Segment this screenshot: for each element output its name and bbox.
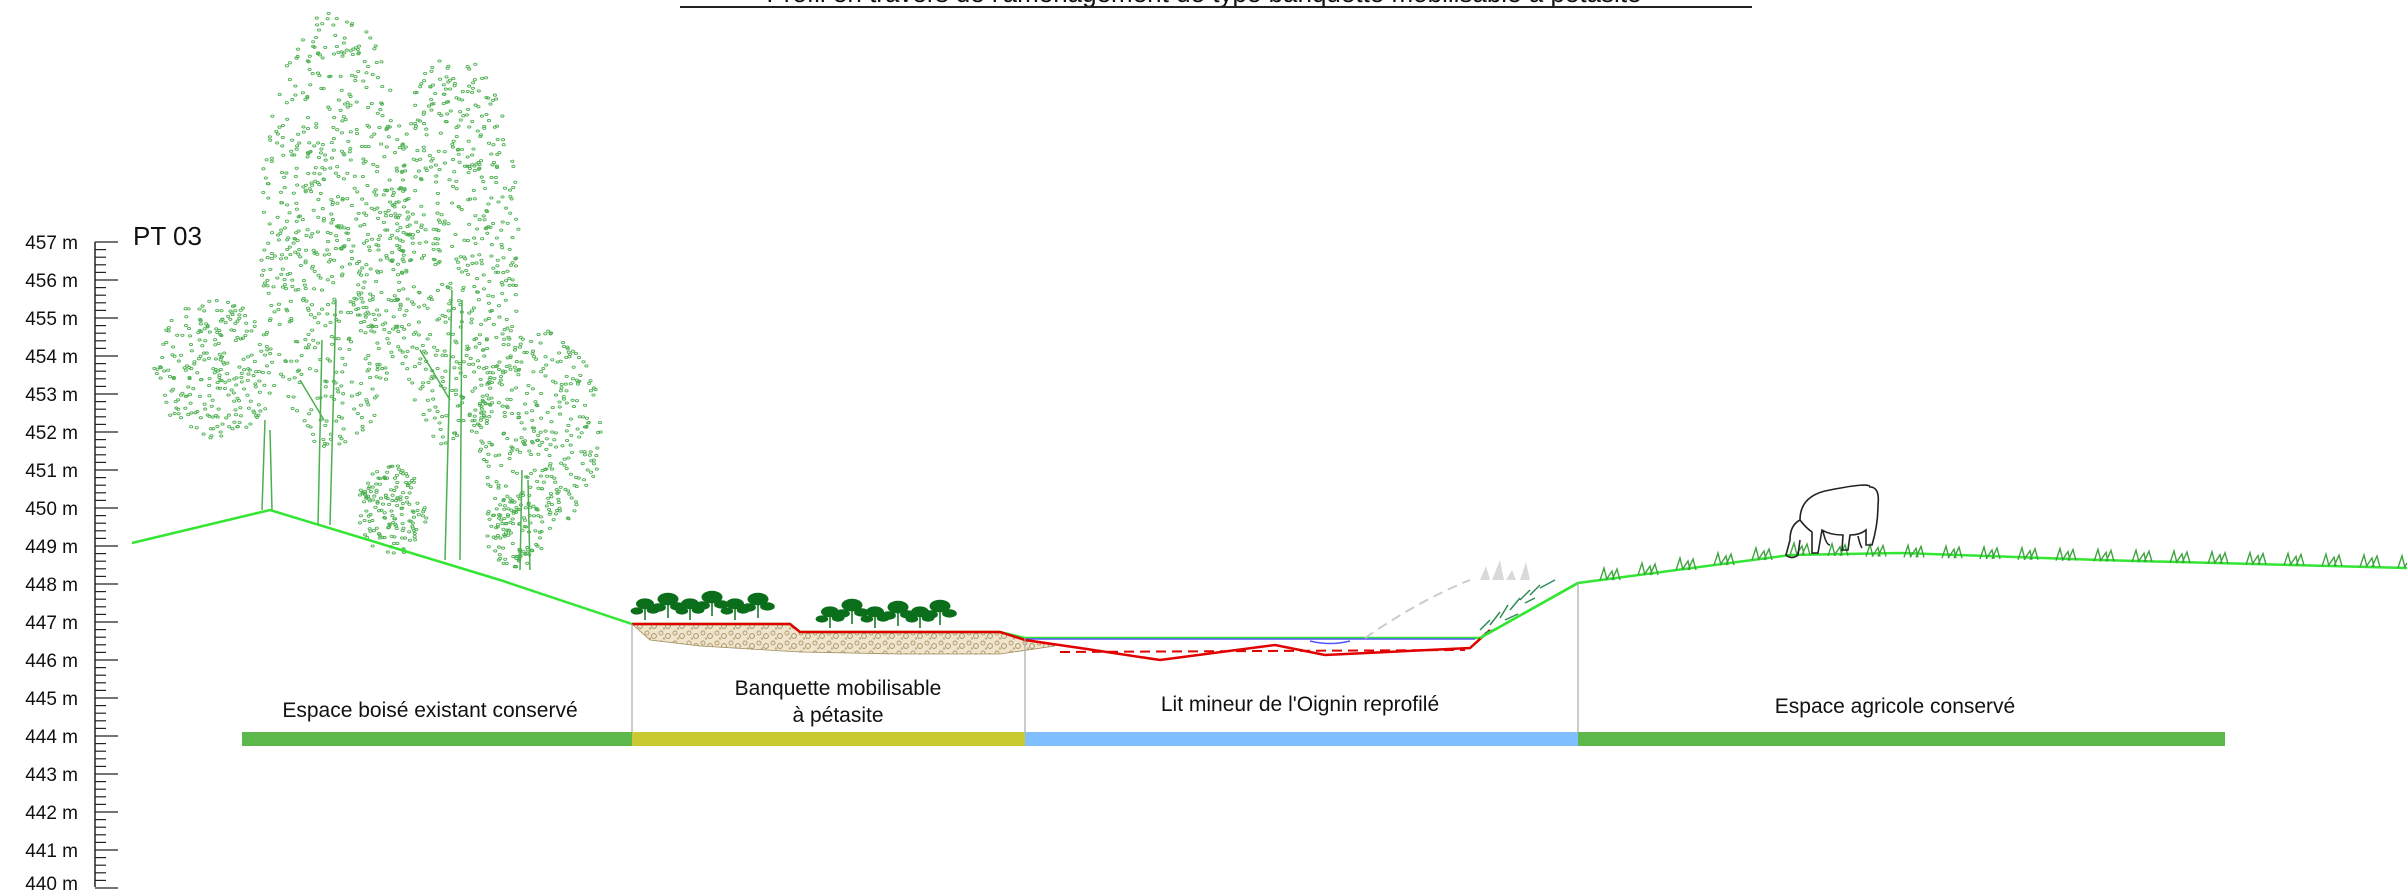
zone-label-banquette-line2: à pétasite [792,704,883,727]
profile-id: PT 03 [133,221,202,251]
axis-label-444: 444 m [25,727,78,748]
zone-bar-agricultural [1578,732,2225,746]
axis-label-456: 456 m [25,271,78,292]
zone-label-wooded: Espace boisé existant conservé [282,699,577,722]
petasite-icon [695,590,729,616]
diagram-title: Profil en travers de l'aménagement de ty… [766,0,1641,8]
axis-label-453: 453 m [25,385,78,406]
zone-bar-wooded [242,732,632,746]
petasite-icon [630,598,660,620]
cow-icon [1785,484,1880,559]
petasite-group [630,590,957,628]
axis-label-454: 454 m [25,347,78,368]
axis-label-441: 441 m [25,841,78,862]
zone-label-riverbed: Lit mineur de l'Oignin reprofilé [1161,693,1439,716]
shrub-icon [357,464,429,555]
petasite-icon [835,598,869,624]
axis-label-451: 451 m [25,461,78,482]
grass-tuft-icon [1480,560,1530,580]
tree-icon [152,299,277,440]
axis-label-448: 448 m [25,575,78,596]
elevation-axis: 457 m 456 m 455 m 454 m 453 m 452 m 451 … [25,233,118,895]
tree-group [152,11,603,571]
axis-label-455: 455 m [25,309,78,330]
substrate-fill [630,623,1056,655]
tree-icon [388,59,521,446]
petasite-icon [741,592,775,618]
axis-label-440: 440 m [25,874,78,895]
grass-tufts [1599,540,2407,581]
petasite-icon [881,600,915,626]
tree-icon [477,329,603,530]
zone-separators [631,583,1579,740]
water-glint [1309,640,1351,645]
bank-vegetation [1479,579,1579,640]
axis-label-445: 445 m [25,689,78,710]
tree-icon [259,11,412,448]
shrub-icon [485,493,545,569]
project-water-dashed [1059,649,1466,653]
axis-label-450: 450 m [25,499,78,520]
project-profile-line [632,622,1491,662]
former-bank-dashed [1364,579,1471,639]
existing-terrain-line [131,508,2407,640]
zone-label-agricultural: Espace agricole conservé [1775,695,2015,718]
zone-bar-riverbed [1025,732,1578,746]
tree-trunks [261,289,531,571]
axis-label-457: 457 m [25,233,78,254]
axis-label-452: 452 m [25,423,78,444]
axis-label-446: 446 m [25,651,78,672]
zone-label-banquette-line1: Banquette mobilisable [735,677,942,700]
axis-label-443: 443 m [25,765,78,786]
axis-label-447: 447 m [25,613,78,634]
axis-label-449: 449 m [25,537,78,558]
petasite-icon [675,598,705,620]
axis-label-442: 442 m [25,803,78,824]
petasite-icon [923,599,957,625]
zone-bar-banquette [632,732,1025,746]
